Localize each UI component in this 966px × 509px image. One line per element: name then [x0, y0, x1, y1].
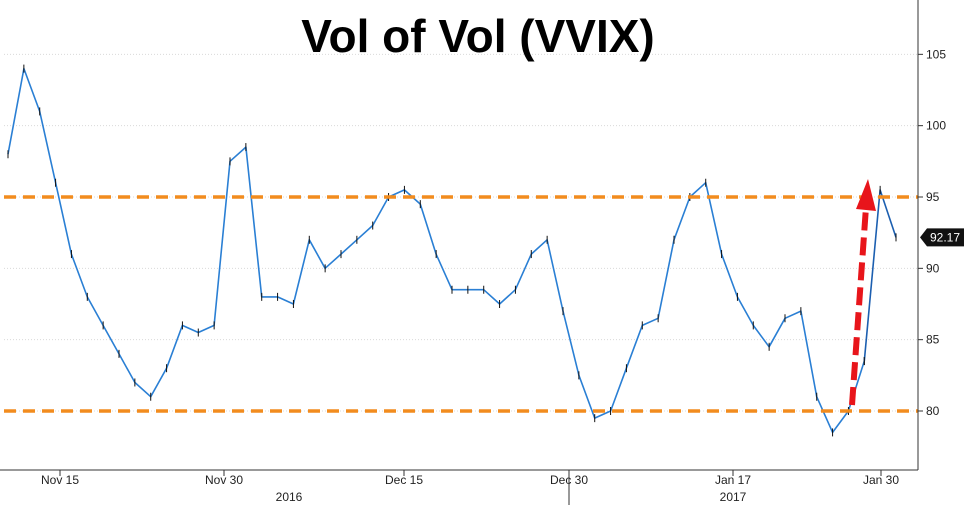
price-series — [7, 64, 897, 437]
last-value-badge-shape — [920, 228, 964, 247]
chart-title: Vol of Vol (VVIX) — [301, 10, 655, 62]
x-tick-label: Jan 17 — [715, 473, 751, 487]
y-tick-label: 95 — [926, 190, 940, 204]
arrow-head — [856, 179, 876, 211]
y-tick-label: 100 — [926, 119, 946, 133]
reference-lines — [4, 195, 918, 413]
y-tick-label: 90 — [926, 261, 940, 275]
y-axis-ticks: 80 85 90 95 100 105 — [918, 47, 946, 418]
dashed-arrow — [849, 179, 876, 406]
x-tick-label: Nov 30 — [205, 473, 243, 487]
year-label: 2017 — [720, 490, 747, 504]
y-tick-label: 85 — [926, 333, 940, 347]
axes — [0, 0, 919, 471]
x-tick-label: Nov 15 — [41, 473, 79, 487]
last-value-badge: 92.17 — [920, 228, 964, 247]
arrow-shaft — [849, 206, 869, 406]
x-axis-ticks: Nov 15 Nov 30 Dec 15 Dec 30 Jan 17 Jan 30 — [41, 470, 899, 487]
x-tick-label: Dec 15 — [385, 473, 423, 487]
x-tick-label: Jan 30 — [863, 473, 899, 487]
year-label: 2016 — [276, 490, 303, 504]
series-line — [863, 189, 897, 362]
gridlines — [4, 53, 918, 412]
y-tick-label: 80 — [926, 404, 940, 418]
last-value-label: 92.17 — [930, 230, 960, 244]
year-labels: 2016 2017 — [276, 476, 747, 505]
y-tick-label: 105 — [926, 47, 946, 61]
